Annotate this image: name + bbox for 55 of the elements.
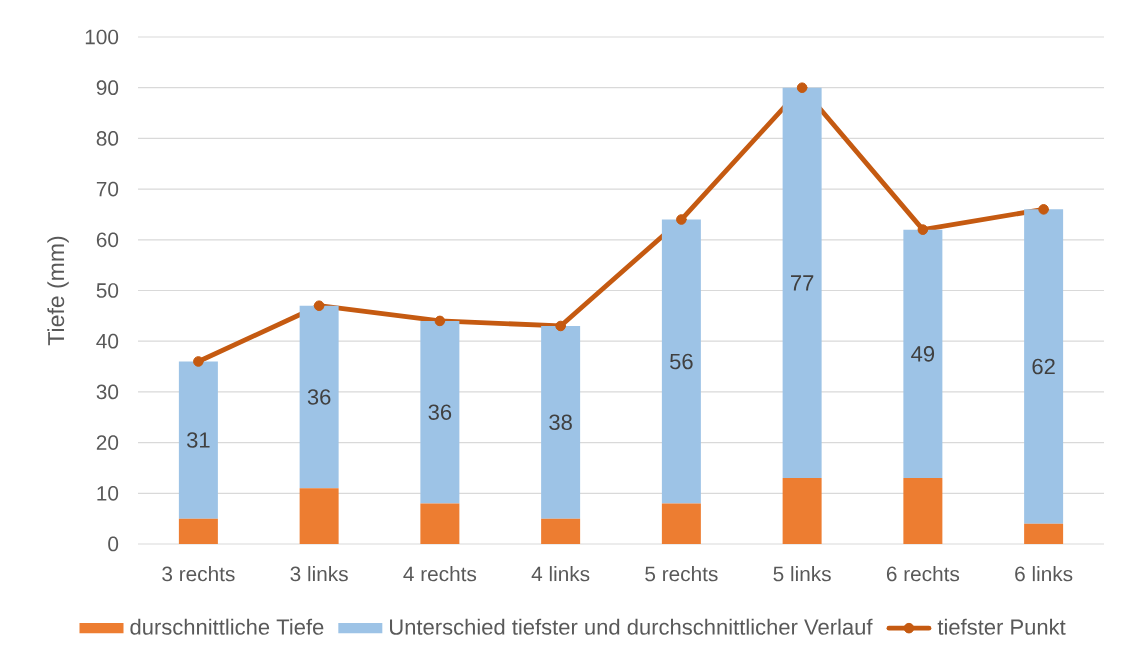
x-tick-label: 5 links [773,566,831,582]
y-tick-label: 50 [96,283,119,298]
data-label: 36 [307,389,331,405]
x-tick-label: 4 rechts [403,566,477,582]
data-label: 38 [549,414,572,431]
point [434,315,446,327]
x-tick-label: 3 links [290,566,348,582]
data-label: 31 [187,432,210,448]
data-label: 36 [428,404,452,420]
bar [782,478,822,544]
bar [178,518,218,544]
point [917,224,929,235]
y-tick-label: 40 [96,333,119,349]
y-axis-title: Tiefe (mm) [47,236,69,346]
point [1038,204,1049,215]
data-label: 56 [670,353,693,370]
bar [903,229,943,479]
y-tick-label: 80 [96,131,119,146]
legend-label: Unterschied tiefster und durchschnittlicher Verlauf [390,618,873,635]
x-tick-label: 3 rechts [162,566,235,582]
data-label: 77 [791,275,814,291]
bar [661,219,701,504]
x-tick-label: 5 rechts [645,566,718,582]
legend-label: tiefster Punkt [937,618,1066,635]
point [676,214,687,225]
point [193,356,204,367]
point [313,300,325,311]
point [796,82,808,93]
y-tick-label: 60 [96,232,119,248]
x-tick-label: 6 links [1015,566,1073,582]
y-tick-label: 100 [85,29,119,45]
data-label: 49 [911,346,935,362]
y-tick-label: 20 [96,435,119,450]
data-label: 62 [1032,358,1055,375]
bar [1024,523,1064,544]
bar [1024,209,1064,524]
y-tick-label: 30 [96,384,119,400]
bar [661,503,701,544]
bar [541,518,581,544]
bar [299,305,339,489]
y-tick-label: 90 [96,80,119,96]
bar [420,320,460,504]
bar [541,325,581,519]
x-tick-label: 6 rechts [886,566,960,582]
bar [420,503,460,544]
bar [299,488,339,544]
y-tick-label: 0 [108,536,119,552]
x-tick-label: 4 links [531,566,590,582]
y-tick-label: 10 [97,485,119,501]
bar [903,478,943,544]
legend-label: durschnittliche Tiefe [130,618,324,635]
point [555,320,566,332]
bar [782,87,822,479]
bar [178,361,218,519]
y-tick-label: 70 [96,181,119,197]
